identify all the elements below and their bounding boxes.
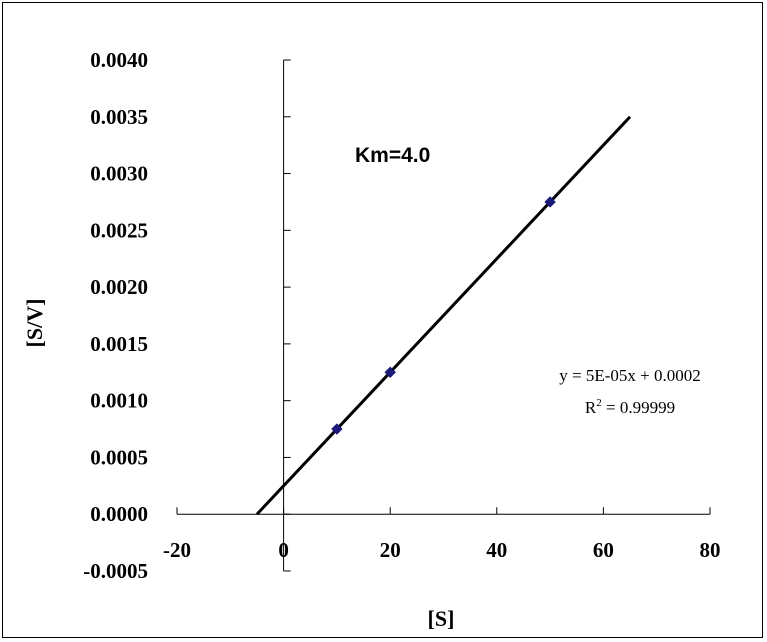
y-tick-label: 0.0040: [90, 48, 148, 72]
x-tick-label: 0: [278, 538, 289, 562]
y-tick-label: 0.0000: [90, 502, 148, 526]
y-tick-label: 0.0035: [90, 105, 148, 129]
y-tick-label: 0.0010: [90, 389, 148, 413]
y-tick-label: 0.0025: [90, 218, 148, 242]
data-point: [384, 366, 396, 378]
x-axis: -20 0 20 40 60 80: [163, 507, 721, 562]
x-tick-label: 60: [593, 538, 614, 562]
y-tick-label: 0.0030: [90, 162, 148, 186]
y-axis-title: [S/V]: [22, 299, 47, 348]
y-tick-label: 0.0005: [90, 445, 148, 469]
r-squared-label: R2 = 0.99999: [585, 397, 675, 417]
x-tick-label: 20: [380, 538, 401, 562]
y-axis: -0.0005 0.0000 0.0005 0.0010 0.0015 0.0020 0.0…: [83, 48, 291, 583]
trendline-equation: y = 5E-05x + 0.0002: [559, 366, 700, 385]
data-point: [544, 196, 556, 208]
x-tick-label: 40: [486, 538, 507, 562]
trendline: [255, 115, 632, 516]
y-tick-label: 0.0020: [90, 275, 148, 299]
x-tick-label: 80: [700, 538, 721, 562]
km-annotation: Km=4.0: [355, 144, 430, 167]
r-squared-value: = 0.99999: [602, 398, 675, 417]
trendline-group: [255, 115, 632, 516]
x-tick-label: -20: [163, 538, 191, 562]
data-point: [331, 423, 343, 435]
y-tick-label: -0.0005: [83, 559, 148, 583]
r-squared-superscript: 2: [596, 397, 602, 409]
chart-svg: -0.0005 0.0000 0.0005 0.0010 0.0015 0.0020 0.0…: [22, 48, 721, 631]
y-tick-label: 0.0015: [90, 332, 148, 356]
data-points: [331, 196, 556, 435]
x-axis-title: [S]: [428, 606, 455, 631]
r-squared-prefix: R: [585, 398, 597, 417]
